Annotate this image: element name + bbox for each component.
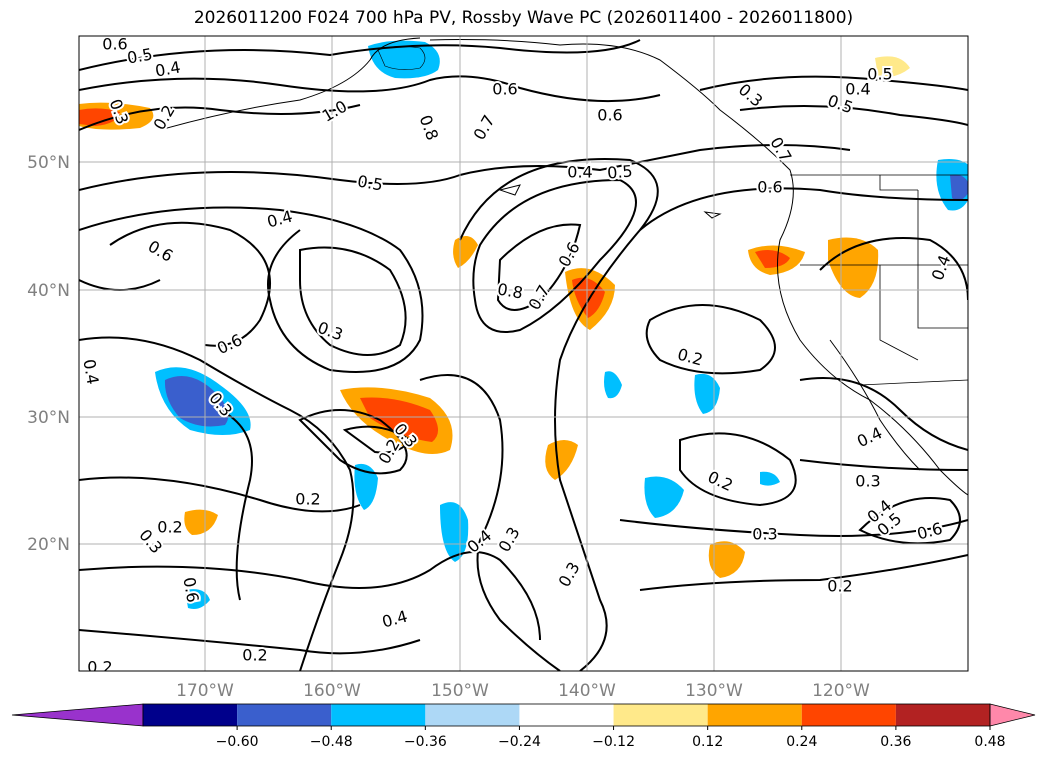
colorbar-tick-label: 0.24 (786, 734, 817, 750)
contour-label: 0.6 (179, 576, 202, 604)
contour-label: 0.5 (126, 44, 154, 67)
contour-label: 0.5 (867, 65, 892, 84)
longitude-labels: 170°W 160°W 150°W 140°W 130°W 120°W (176, 681, 870, 701)
lat-label: 20°N (27, 535, 70, 555)
colorbar-tick-label: −0.48 (310, 734, 353, 750)
contour-label: 0.6 (757, 178, 782, 197)
colorbar-segment (519, 704, 614, 726)
lon-label: 150°W (431, 681, 489, 701)
colorbar-tick-label: 0.48 (974, 734, 1005, 750)
lon-label: 170°W (176, 681, 234, 701)
contour-label-halo: 0.4 (567, 163, 592, 182)
lon-label: 160°W (303, 681, 361, 701)
contour-label-halo: 0.5 (867, 65, 892, 84)
contour-label: 0.2 (827, 577, 852, 596)
contour-label-halo: 0.3 (752, 525, 777, 544)
map-frame (78, 35, 969, 672)
lon-label: 120°W (812, 681, 870, 701)
colorbar-tick-label: −0.24 (498, 734, 541, 750)
contour-label: 0.6 (597, 106, 622, 125)
contour-label: 0.5 (606, 161, 633, 182)
contour-label-halo: 0.2 (157, 518, 182, 537)
gridlines (79, 36, 968, 671)
contour-label-halo: 0.3 (855, 472, 880, 491)
contour-label: 0.8 (496, 279, 524, 302)
contour-label: 0.4 (845, 80, 870, 99)
colorbar-segment (331, 704, 426, 726)
contour-label: 0.6 (102, 35, 127, 54)
colorbar-segment (237, 704, 332, 726)
colorbar-segment (613, 704, 708, 726)
contour-label: 0.3 (855, 472, 880, 491)
latitude-labels: 50°N 40°N 30°N 20°N (27, 153, 70, 555)
contour-label: 0.5 (356, 171, 384, 194)
colorbar-tick-label: −0.36 (404, 734, 447, 750)
contour-label: 0.2 (157, 518, 182, 537)
contour-label-halo: 0.2 (242, 646, 267, 665)
colorbar-extend-min (11, 703, 144, 727)
lat-label: 50°N (27, 153, 70, 173)
contour-label-halo: 0.2 (87, 658, 112, 677)
contour-label-halo: 0.6 (179, 576, 202, 604)
contour-label-halo: 0.6 (102, 35, 127, 54)
colorbar-extend-max (989, 703, 1036, 727)
colorbar-tick-label: −0.60 (216, 734, 259, 750)
lat-label: 30°N (27, 408, 70, 428)
contour-label-halo: 0.6 (492, 80, 517, 99)
lon-label: 130°W (685, 681, 743, 701)
colorbar-tick-label: 0.12 (692, 734, 723, 750)
lon-label: 140°W (558, 681, 616, 701)
contour-label: 0.6 (492, 80, 517, 99)
contour-label: 0.2 (242, 646, 267, 665)
lat-label: 40°N (27, 281, 70, 301)
contour-label: 0.4 (79, 358, 102, 386)
contour-label-halo: 0.6 (597, 106, 622, 125)
contour-label: 0.4 (567, 163, 592, 182)
colorbar-segment (143, 704, 238, 726)
contour-label: 0.3 (752, 525, 777, 544)
contour-label-halo: 0.2 (827, 577, 852, 596)
contour-label-halo: 0.2 (295, 490, 320, 509)
contour-label-halo: 0.5 (606, 161, 633, 182)
anomaly-negative (644, 476, 684, 518)
anomaly-negative (440, 502, 469, 562)
colorbar-tick-label: 0.36 (880, 734, 911, 750)
contour-label: 0.4 (154, 57, 182, 80)
contour-label-halo: 0.8 (496, 279, 524, 302)
colorbar-tick-label: −0.12 (592, 734, 635, 750)
coastlines (159, 37, 968, 496)
contour-label: 0.2 (87, 658, 112, 677)
contour-label-halo: 0.4 (845, 80, 870, 99)
contour-label: 0.2 (295, 490, 320, 509)
colorbar-segment (425, 704, 520, 726)
colorbar-segment (895, 704, 990, 726)
contour-label-halo: 0.6 (757, 178, 782, 197)
colorbar: −0.60 −0.48 −0.36 −0.24 −0.12 0.12 0.24 0.36 0.4… (11, 703, 1036, 750)
colorbar-segment (801, 704, 896, 726)
map-panel (79, 36, 968, 671)
colorbar-segment (707, 704, 802, 726)
map-title: 2026011200 F024 700 hPa PV, Rossby Wave … (193, 8, 854, 28)
anomaly-negative (354, 463, 378, 510)
colorbar-frame (142, 703, 991, 727)
